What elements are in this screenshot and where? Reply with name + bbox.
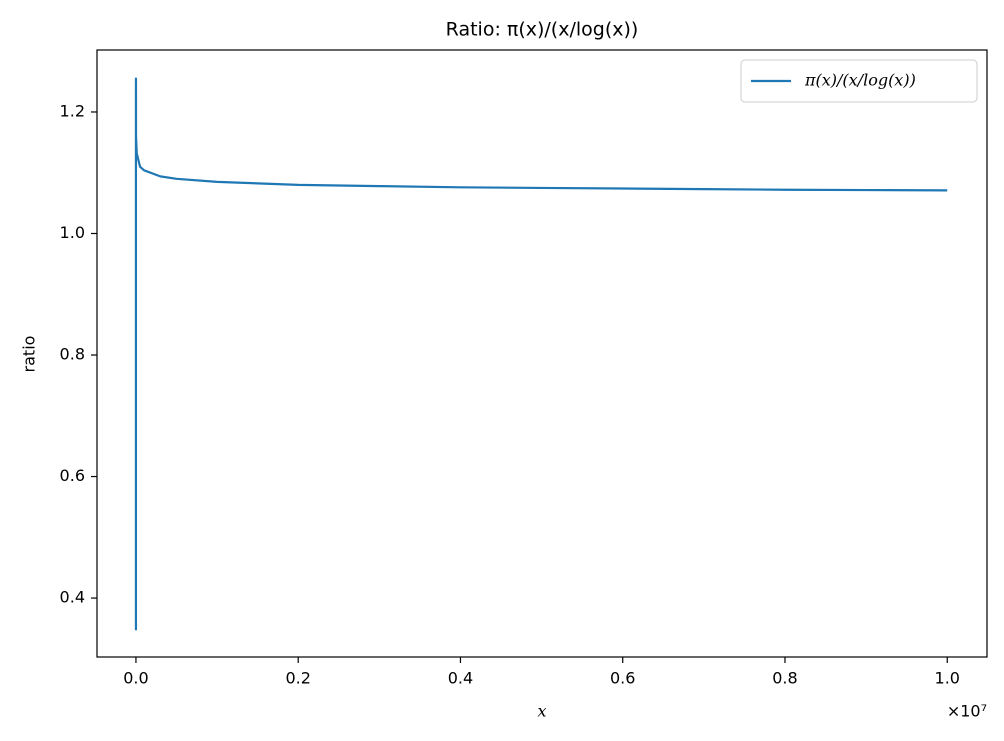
- y-tick-label: 0.6: [60, 466, 85, 485]
- y-tick-label: 1.2: [60, 101, 85, 120]
- x-tick-label: 1.0: [935, 669, 960, 688]
- legend-label: π(x)/(x/log(x)): [804, 71, 916, 90]
- axes-frame: [96, 49, 988, 658]
- x-tick-label: 0.6: [610, 669, 635, 688]
- legend-box: [740, 59, 978, 103]
- y-tick-label: 1.0: [60, 223, 85, 242]
- x-tick-label: 0.8: [772, 669, 797, 688]
- chart-title: Ratio: π(x)/(x/log(x)): [446, 19, 639, 41]
- line-series: [134, 77, 948, 631]
- y-tick-label: 0.8: [60, 345, 85, 364]
- x-tick-label: 0.2: [285, 669, 310, 688]
- x-axis-label: x: [537, 702, 546, 721]
- x-tick-label: 0.0: [123, 669, 148, 688]
- y-axis-label: ratio: [20, 336, 39, 373]
- y-tick-label: 0.4: [60, 588, 85, 607]
- x-tick-label: 0.4: [448, 669, 473, 688]
- x-offset-label: ×10⁷: [947, 702, 987, 721]
